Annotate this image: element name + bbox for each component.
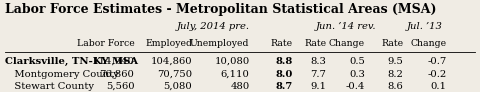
Text: Change: Change <box>329 39 365 48</box>
Text: 8.0: 8.0 <box>276 70 293 79</box>
Text: 114,940: 114,940 <box>92 57 134 66</box>
Text: Change: Change <box>410 39 446 48</box>
Text: Rate: Rate <box>381 39 403 48</box>
Text: 9.1: 9.1 <box>311 82 326 91</box>
Text: 76,860: 76,860 <box>99 70 134 79</box>
Text: Clarksville, TN-KY MSA: Clarksville, TN-KY MSA <box>5 57 138 66</box>
Text: 8.6: 8.6 <box>387 82 403 91</box>
Text: 9.5: 9.5 <box>387 57 403 66</box>
Text: Jun. ’14 rev.: Jun. ’14 rev. <box>315 22 376 31</box>
Text: Labor Force Estimates - Metropolitan Statistical Areas (MSA): Labor Force Estimates - Metropolitan Sta… <box>5 3 436 16</box>
Text: 8.7: 8.7 <box>276 82 293 91</box>
Text: 104,860: 104,860 <box>150 57 192 66</box>
Text: -0.7: -0.7 <box>427 57 446 66</box>
Text: 7.7: 7.7 <box>311 70 326 79</box>
Text: Montgomery County: Montgomery County <box>5 70 119 79</box>
Text: July, 2014 pre.: July, 2014 pre. <box>177 22 250 31</box>
Text: Stewart County: Stewart County <box>5 82 94 91</box>
Text: 8.2: 8.2 <box>387 70 403 79</box>
Text: -0.4: -0.4 <box>346 82 365 91</box>
Text: 0.5: 0.5 <box>349 57 365 66</box>
Text: 8.8: 8.8 <box>276 57 293 66</box>
Text: Labor Force: Labor Force <box>77 39 134 48</box>
Text: 0.1: 0.1 <box>431 82 446 91</box>
Text: Rate: Rate <box>271 39 293 48</box>
Text: Employed: Employed <box>145 39 192 48</box>
Text: 0.3: 0.3 <box>349 70 365 79</box>
Text: 6,110: 6,110 <box>221 70 250 79</box>
Text: 5,080: 5,080 <box>163 82 192 91</box>
Text: 480: 480 <box>230 82 250 91</box>
Text: -0.2: -0.2 <box>427 70 446 79</box>
Text: Unemployed: Unemployed <box>190 39 250 48</box>
Text: 10,080: 10,080 <box>215 57 250 66</box>
Text: 5,560: 5,560 <box>106 82 134 91</box>
Text: 70,750: 70,750 <box>157 70 192 79</box>
Text: Jul. ’13: Jul. ’13 <box>407 22 443 31</box>
Text: Rate: Rate <box>304 39 326 48</box>
Text: 8.3: 8.3 <box>311 57 326 66</box>
